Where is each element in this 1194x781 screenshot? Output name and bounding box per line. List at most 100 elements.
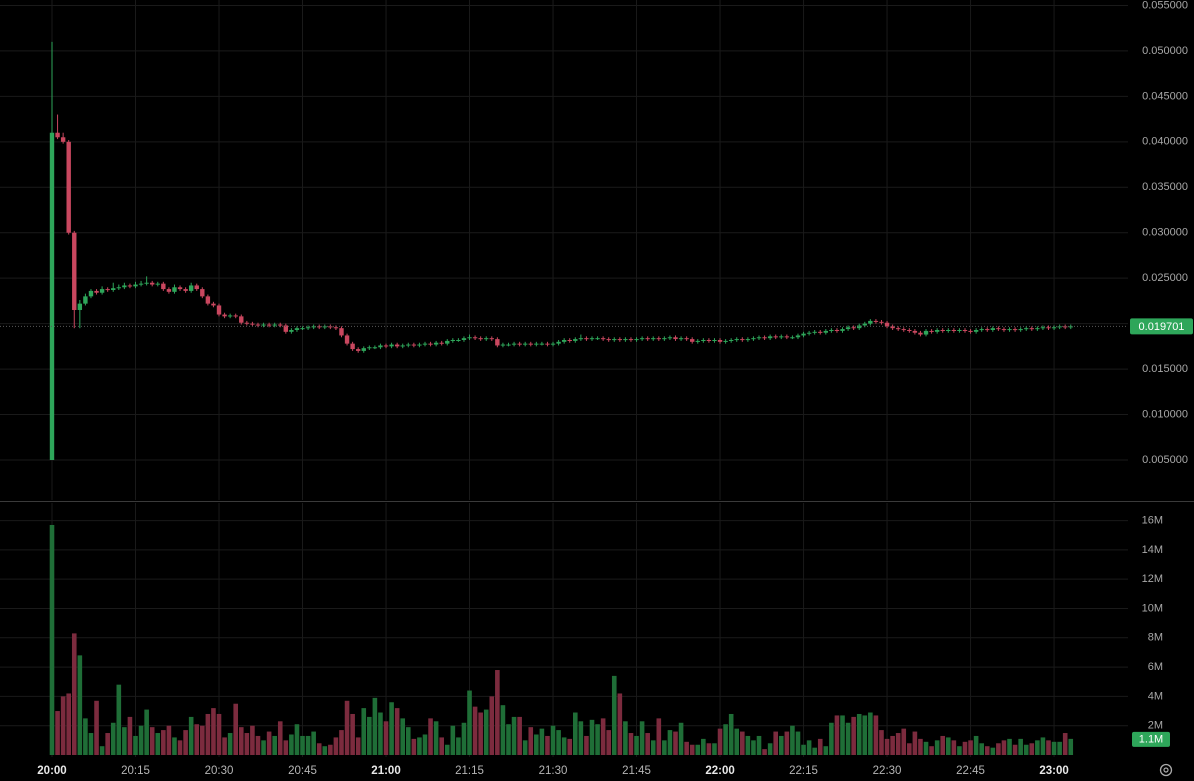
candle-body [528, 343, 533, 345]
last-volume-tag [1132, 731, 1170, 747]
candle-body [567, 340, 572, 341]
candle-body [355, 349, 361, 351]
x-tick-label: 22:30 [873, 765, 902, 777]
volume-bar [673, 731, 678, 755]
candle-body [539, 343, 545, 345]
candle-body [77, 303, 83, 310]
volume-bar [144, 709, 149, 755]
volume-bar [83, 718, 88, 755]
candle-body [823, 330, 829, 333]
candle-body [723, 340, 728, 342]
candle-body [66, 141, 71, 233]
y-tick-label: 0.015000 [1142, 363, 1188, 375]
last-price-label: 0.019701 [1139, 321, 1185, 333]
candle-body [990, 328, 996, 330]
y-tick-label: 0.010000 [1142, 408, 1188, 420]
candle-body [478, 338, 483, 340]
candle-body [289, 330, 294, 332]
y-tick-label: 0.045000 [1142, 90, 1188, 102]
volume-bar [66, 693, 72, 755]
volume-bar [227, 733, 233, 755]
x-tick-label: 22:00 [705, 765, 734, 777]
volume-bar [639, 721, 645, 755]
volume-bar [1057, 741, 1062, 755]
candle-body [472, 337, 478, 339]
volume-bar [344, 700, 350, 755]
volume-bar [1018, 738, 1023, 755]
candle-body [394, 344, 400, 347]
candle-body [790, 337, 795, 339]
candle-body [183, 289, 188, 291]
candle-body [216, 305, 222, 315]
volume-bar [339, 730, 344, 755]
volume-bar [595, 724, 600, 755]
volume-bar [1040, 737, 1046, 755]
candle-body [673, 337, 678, 340]
volume-bar [506, 724, 511, 755]
volume-bar [172, 737, 177, 755]
y-tick-label: 8M [1148, 632, 1163, 644]
volume-bar [756, 735, 762, 755]
volume-bar [740, 731, 745, 755]
volume-bar [289, 734, 294, 755]
candle-body [495, 339, 500, 346]
volume-bar [1023, 744, 1029, 755]
volume-bar [71, 633, 77, 755]
volume-bar [495, 670, 500, 755]
candle-body [144, 282, 149, 284]
volume-bar [500, 705, 506, 755]
candle-body [266, 324, 272, 326]
candle-body [795, 335, 801, 338]
volume-bar [773, 731, 779, 755]
last-volume-label: 1.1M [1139, 733, 1163, 745]
candle-body [712, 340, 717, 341]
y-tick-label: 0.025000 [1142, 272, 1188, 284]
candle-body [740, 339, 745, 341]
candle-body [879, 321, 884, 323]
candle-body [517, 343, 522, 345]
candle-body [116, 287, 122, 289]
candle-body [606, 339, 611, 341]
candle-body [500, 344, 506, 346]
volume-bar [211, 708, 216, 755]
candle-body [244, 322, 250, 324]
candle-body [378, 345, 383, 348]
candle-body [929, 330, 934, 332]
candle-body [294, 328, 300, 330]
y-tick-label: 0.040000 [1142, 136, 1188, 148]
candle-body [1024, 328, 1029, 330]
candle-body [88, 290, 94, 297]
volume-bar [572, 712, 578, 755]
volume-bar [934, 740, 940, 755]
last-price-tag [1130, 318, 1193, 335]
volume-bar [456, 737, 461, 755]
volume-bar [767, 743, 773, 755]
candle-body [745, 339, 751, 341]
volume-bar [895, 733, 901, 755]
volume-bar [133, 735, 138, 755]
candle-body [177, 287, 183, 290]
candle-body [690, 339, 695, 342]
candle-body [934, 330, 940, 332]
volume-bar [912, 731, 918, 755]
volume-bar [968, 740, 973, 755]
candle-body [200, 289, 205, 297]
x-tick-label: 20:30 [205, 765, 234, 777]
volume-bar [177, 740, 183, 755]
candle-body [706, 340, 712, 341]
volume-bar [534, 734, 539, 755]
volume-bar [272, 735, 277, 755]
volume-bar [155, 733, 161, 755]
volume-bar [656, 718, 662, 755]
settings-button[interactable] [1159, 763, 1173, 777]
candle-body [339, 328, 344, 336]
candle-body [784, 336, 790, 338]
volume-bar [528, 727, 534, 755]
gear-icon[interactable] [1159, 763, 1173, 777]
volume-bar [355, 737, 361, 755]
candle-body [651, 338, 656, 340]
volume-bar [439, 737, 444, 755]
candle-body [138, 283, 144, 285]
candle-body [701, 340, 706, 341]
